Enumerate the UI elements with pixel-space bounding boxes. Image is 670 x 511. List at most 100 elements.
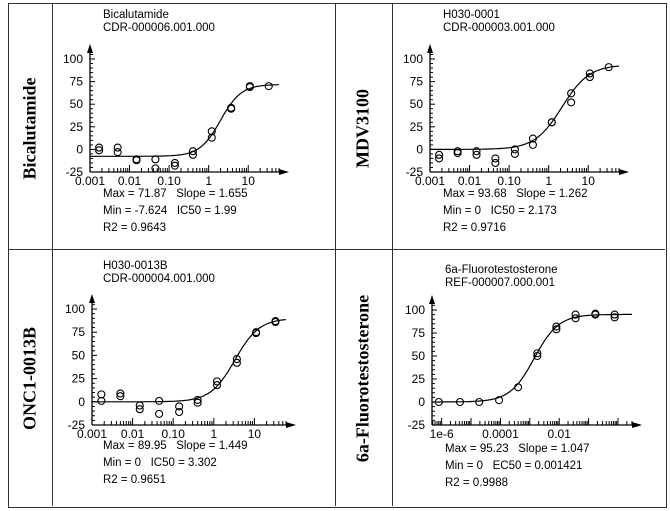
fit-curve <box>92 319 287 403</box>
data-point <box>552 322 561 331</box>
y-axis-arrow <box>87 44 93 53</box>
data-point <box>170 161 179 170</box>
compound-title: H030-0001 <box>443 9 500 21</box>
fit-stats: R2 = 0.9643 <box>103 222 166 234</box>
compound-title: Bicalutamide <box>103 9 169 21</box>
data-point <box>207 127 216 136</box>
data-point <box>232 355 241 364</box>
data-point <box>533 351 542 361</box>
y-tick-label: -25 <box>66 165 84 179</box>
y-tick-label: 50 <box>72 348 86 362</box>
x-tick-label: 1e-6 <box>430 427 454 441</box>
data-point <box>245 82 254 92</box>
row-divider <box>8 249 665 250</box>
data-point <box>116 389 125 398</box>
x-axis-arrow <box>619 169 629 175</box>
data-point <box>435 154 444 163</box>
fit-stats: Min = 0 IC50 = 3.302 <box>103 457 217 469</box>
data-point <box>552 325 561 334</box>
data-point <box>571 314 580 323</box>
x-tick-label: 0.001 <box>415 174 445 188</box>
data-point <box>528 140 537 149</box>
data-point <box>514 383 523 392</box>
x-tick-label: 10 <box>248 427 262 441</box>
data-point <box>175 402 184 411</box>
data-point <box>533 349 542 358</box>
fit-curve <box>432 313 632 403</box>
y-tick-label: 75 <box>72 325 86 339</box>
x-axis-arrow <box>279 169 289 175</box>
data-point <box>113 148 122 157</box>
compound-title: H030-0013B <box>103 260 168 272</box>
x-tick-label: 10 <box>582 174 596 188</box>
data-point <box>271 317 280 327</box>
data-point <box>97 396 106 405</box>
data-point <box>472 150 481 159</box>
x-axis-arrow <box>632 422 642 428</box>
y-tick-label: 25 <box>70 120 84 134</box>
y-tick-label: 25 <box>410 120 424 134</box>
data-point <box>95 143 104 152</box>
fit-curve <box>90 84 279 157</box>
data-point <box>475 397 484 407</box>
y-tick-label: 25 <box>72 372 86 386</box>
data-point <box>116 392 125 401</box>
fit-stats: R2 = 0.9651 <box>103 474 166 486</box>
data-point <box>212 381 222 390</box>
x-tick-label: 0.10 <box>497 174 521 188</box>
data-point <box>95 146 104 155</box>
x-tick-label: 1 <box>545 174 552 188</box>
data-point <box>151 164 160 173</box>
y-tick-label: 100 <box>405 303 425 317</box>
y-tick-label: 100 <box>63 52 83 66</box>
data-point <box>193 395 202 404</box>
fit-stats: Min = 0 IC50 = 2.173 <box>443 205 557 217</box>
data-point <box>151 155 160 164</box>
x-tick-label: 0.01 <box>458 174 482 188</box>
col-divider <box>52 3 53 506</box>
y-axis-arrow <box>429 295 435 304</box>
data-point <box>567 89 576 98</box>
x-axis-arrow <box>286 422 296 428</box>
fit-stats: Min = -7.624 IC50 = 1.99 <box>103 205 237 217</box>
y-tick-label: 75 <box>70 75 84 89</box>
fit-stats: Max = 93.68 Slope = 1.262 <box>443 188 588 200</box>
x-tick-label: 1 <box>205 174 212 188</box>
data-point <box>567 98 576 107</box>
y-tick-label: 0 <box>416 142 423 156</box>
data-point <box>591 309 600 318</box>
data-point <box>585 73 594 82</box>
compound-id: REF-000007.000.001 <box>445 277 555 289</box>
data-point <box>135 405 144 414</box>
x-tick-label: 0.01 <box>118 174 142 188</box>
y-tick-label: 0 <box>78 395 85 409</box>
y-tick-label: 50 <box>70 97 84 111</box>
data-point <box>170 158 179 168</box>
x-tick-label: 0.0001 <box>482 427 519 441</box>
data-point <box>435 150 444 159</box>
fit-stats: Max = 71.87 Slope = 1.655 <box>103 188 248 200</box>
data-point <box>510 149 519 158</box>
y-tick-label: 0 <box>76 142 83 156</box>
y-axis-arrow <box>89 294 95 303</box>
col-divider <box>335 3 336 506</box>
x-tick-label: 0.01 <box>121 427 145 441</box>
col-divider <box>392 3 393 506</box>
data-point <box>132 156 141 165</box>
x-tick-label: 0.01 <box>548 427 572 441</box>
compound-id: CDR-000004.001.000 <box>103 273 215 285</box>
y-tick-label: 25 <box>412 372 426 386</box>
y-tick-label: 50 <box>410 97 424 111</box>
data-point <box>455 397 465 407</box>
data-point <box>188 150 197 159</box>
fit-stats: R2 = 0.9988 <box>445 477 508 489</box>
y-axis-arrow <box>427 44 433 53</box>
y-tick-label: 75 <box>412 326 426 340</box>
compound-id: CDR-000006.001.000 <box>103 22 215 34</box>
data-point <box>188 147 197 156</box>
data-point <box>212 377 222 386</box>
x-tick-label: 0.001 <box>75 174 105 188</box>
data-point <box>135 401 144 410</box>
